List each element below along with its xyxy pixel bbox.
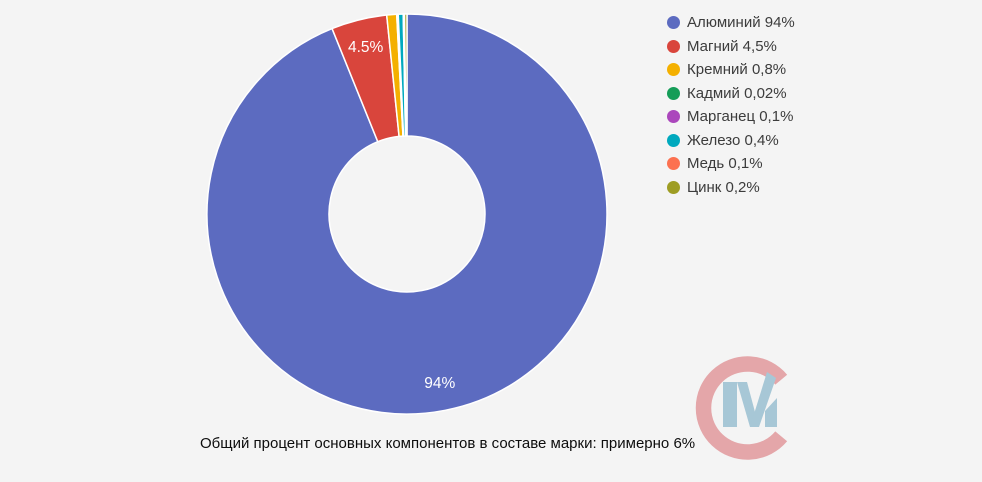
chart-caption: Общий процент основных компонентов в сос…	[200, 435, 696, 452]
pie-slice-Цинк[interactable]	[403, 13, 408, 137]
legend-item-label: Кадмий 0,02%	[687, 84, 787, 102]
chart-legend: Алюминий 94% Магний 4,5% Кремний 0,8% Кадми…	[667, 11, 795, 199]
legend-color-dot-icon	[667, 110, 680, 124]
legend-color-dot-icon	[667, 16, 680, 30]
legend-item-label: Магний 4,5%	[687, 37, 777, 55]
legend-item-Алюминий[interactable]: Алюминий 94%	[667, 11, 795, 35]
legend-item-label: Железо 0,4%	[687, 131, 779, 149]
legend-item-label: Кремний 0,8%	[687, 61, 787, 79]
legend-item-Железо[interactable]: Железо 0,4%	[667, 129, 795, 153]
legend-color-dot-icon	[667, 157, 680, 171]
legend-item-Цинк[interactable]: Цинк 0,2%	[667, 176, 795, 200]
legend-item-Марганец[interactable]: Марганец 0,1%	[667, 105, 795, 129]
logo-letter-c-icon	[695, 356, 788, 460]
legend-item-Кадмий[interactable]: Кадмий 0,02%	[667, 82, 795, 106]
legend-item-Кремний[interactable]: Кремний 0,8%	[667, 58, 795, 82]
legend-item-label: Цинк 0,2%	[687, 178, 760, 196]
legend-item-Медь[interactable]: Медь 0,1%	[667, 152, 795, 176]
legend-item-label: Алюминий 94%	[687, 14, 795, 32]
pie-slice-Алюминий[interactable]	[206, 13, 608, 415]
legend-color-dot-icon	[667, 180, 680, 194]
legend-color-dot-icon	[667, 63, 680, 77]
legend-item-label: Медь 0,1%	[687, 155, 763, 173]
legend-color-dot-icon	[667, 133, 680, 147]
legend-item-label: Марганец 0,1%	[687, 108, 794, 126]
slice-value-label: 4.5%	[348, 39, 384, 56]
watermark-logo	[695, 356, 788, 460]
logo-letter-m-check-icon	[723, 372, 777, 427]
legend-item-Магний[interactable]: Магний 4,5%	[667, 35, 795, 59]
legend-color-dot-icon	[667, 39, 680, 53]
legend-color-dot-icon	[667, 86, 680, 100]
slice-value-label: 94%	[424, 375, 455, 392]
